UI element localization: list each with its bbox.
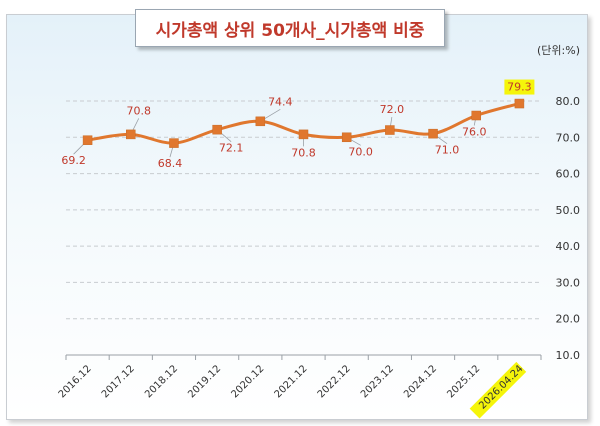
x-tick-group: 2019.12 [186,363,223,400]
data-point [169,138,179,148]
data-point [341,132,352,143]
y-tick-label: 60.0 [556,168,581,181]
y-tick-label: 20.0 [556,313,581,326]
chart-title: 시가총액 상위 50개사_시가총액 비중 [155,20,425,41]
data-point [514,98,525,109]
y-tick-label: 10.0 [556,349,581,362]
x-tick-label: 2019.12 [186,363,223,400]
data-point [428,128,438,139]
x-tick-group: 2017.12 [100,363,137,400]
data-point [255,116,266,127]
data-label: 76.0 [462,126,487,139]
x-tick-group: 2018.12 [143,363,180,400]
y-tick-label: 30.0 [556,276,581,289]
x-tick-group: 2016.12 [57,363,94,400]
highlight-marker [504,79,535,95]
y-tick-label: 40.0 [556,240,581,253]
x-tick-group: 2025.12 [445,363,482,400]
x-tick-group: 2021.12 [273,363,310,400]
x-tick-label: 2017.12 [100,363,137,400]
x-tick-label: 2025.12 [445,363,482,400]
chart-frame [6,14,588,420]
data-point [385,125,395,135]
data-label: 72.1 [219,142,244,155]
x-tick-label: 2024.12 [402,363,439,400]
x-tick-label: 2021.12 [273,363,310,400]
data-point [212,124,222,135]
data-point [82,135,93,145]
data-label: 74.4 [268,95,293,108]
x-tick-label: 2016.12 [57,363,94,400]
data-point [126,129,136,140]
data-label: 70.0 [348,145,373,158]
x-tick-group: 2024.12 [402,363,439,400]
highlight-marker [469,361,527,419]
unit-label: (단위:%) [537,44,580,57]
data-label: 70.8 [127,104,152,117]
y-tick-label: 80.0 [556,95,581,108]
x-tick-label: 2020.12 [229,363,266,400]
y-tick-label: 50.0 [556,204,581,217]
x-tick-group: 2022.12 [316,363,353,400]
data-label: 72.0 [380,103,405,116]
data-label: 71.0 [435,144,460,157]
data-label: 69.2 [61,154,86,167]
data-label: 70.8 [291,146,316,159]
y-tick-label: 70.0 [556,131,581,144]
data-point [471,110,481,121]
x-tick-label: 2023.12 [359,363,396,400]
x-tick-label: 2026.04.24 [477,363,525,411]
data-label: 68.4 [158,157,183,170]
x-tick-group: 2023.12 [359,363,396,400]
x-tick-label: 2018.12 [143,363,180,400]
x-tick-group: 2020.12 [229,363,266,400]
chart-title-box: 시가총액 상위 50개사_시가총액 비중 [135,9,445,47]
x-tick-label: 2022.12 [316,363,353,400]
data-point [298,129,309,140]
data-label: 79.3 [507,81,532,94]
